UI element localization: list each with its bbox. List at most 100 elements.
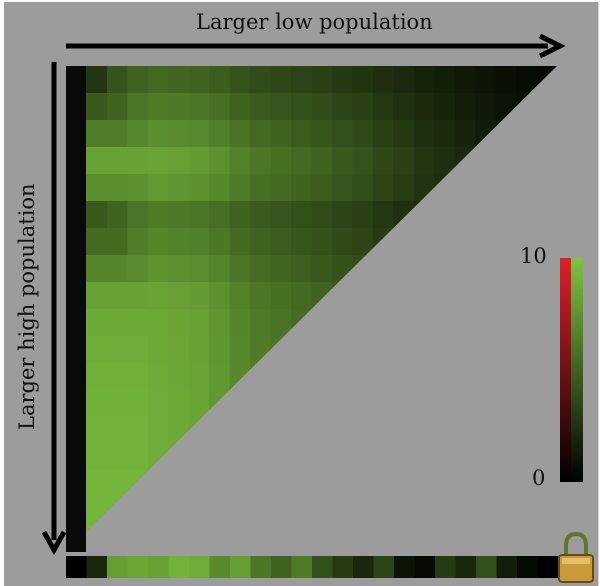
heatmap-cell [454,498,476,526]
heatmap-cell [270,444,292,472]
heatmap-cell [495,363,517,391]
strip-cell [373,556,395,578]
heatmap-triangle [66,66,557,552]
heatmap-cell [393,93,415,121]
heatmap-cell [147,336,169,364]
heatmap-cell [434,336,456,364]
heatmap-cell [291,363,313,391]
heatmap-cell [127,390,149,418]
heatmap-cell [311,228,333,256]
heatmap-cell [86,309,108,337]
heatmap-cell [168,525,190,552]
heatmap-cell [475,444,497,472]
heatmap-cell [270,417,292,445]
heatmap-cell [86,282,108,310]
heatmap-cell [209,66,231,94]
heatmap-cell [127,120,149,148]
heatmap-cell [352,390,374,418]
heatmap-cell [454,174,476,202]
heatmap-cell [270,471,292,499]
heatmap-cell [331,228,354,256]
heatmap-cell [352,147,374,175]
heatmap-cell [311,390,333,418]
heatmap-cell [86,66,108,94]
heatmap-cell [372,498,394,526]
heatmap-cell [372,336,394,364]
heatmap-cell [250,66,272,94]
heatmap-cell [147,417,169,445]
strip-cell [291,556,313,578]
strip-cell [230,556,252,578]
heatmap-cell [86,201,108,229]
heatmap-cell [516,174,538,202]
heatmap-cell [311,525,333,552]
heatmap-cell [311,336,333,364]
heatmap-cell [372,417,394,445]
heatmap-cell [495,255,517,283]
heatmap-cell [188,309,210,337]
heatmap-cell [229,93,251,121]
colorbar [560,258,583,482]
heatmap-cell [270,255,292,283]
heatmap-cell [495,390,517,418]
heatmap-cell [475,336,497,364]
heatmap-cell [536,309,557,337]
heatmap-cell [393,66,415,94]
heatmap-cell [413,363,435,391]
strip-cell [148,556,170,578]
heatmap-cell [393,147,415,175]
heatmap-cell [147,174,169,202]
strip-cell [189,556,211,578]
heatmap-cell [331,201,354,229]
heatmap-cell [536,390,557,418]
heatmap-cell [331,255,354,283]
heatmap-cell [454,390,476,418]
strip-cell [66,556,88,578]
heatmap-cell [127,525,149,552]
heatmap-cell [209,93,231,121]
heatmap-cell [229,309,251,337]
heatmap-cell [229,471,251,499]
heatmap-cell [536,525,557,552]
heatmap-cell [209,417,231,445]
heatmap-cell [454,525,476,552]
heatmap-cell [393,417,415,445]
heatmap-cell [188,417,210,445]
heatmap-cell [291,147,313,175]
y-axis-label: Larger high population [15,183,39,430]
heatmap-cell [147,66,169,94]
heatmap-cell [147,147,169,175]
heatmap-cell [127,363,149,391]
heatmap-cell [250,444,272,472]
heatmap-cell [229,498,251,526]
heatmap-cell [209,201,231,229]
heatmap-cell [209,390,231,418]
heatmap-cell [536,120,557,148]
heatmap-cell [536,282,557,310]
heatmap-cell [516,147,538,175]
heatmap-cell [168,93,190,121]
heatmap-cell [188,201,210,229]
heatmap-cell [188,525,210,552]
heatmap-cell [516,93,538,121]
heatmap-cell [229,363,251,391]
heatmap-cell [352,471,374,499]
heatmap-cell [127,147,149,175]
heatmap-cell [372,282,394,310]
heatmap-cell [454,309,476,337]
heatmap-cell [536,147,557,175]
heatmap-cell [291,471,313,499]
heatmap-cell [270,309,292,337]
heatmap-cell [311,201,333,229]
heatmap-cell [434,228,456,256]
heatmap-cell [106,282,128,310]
heatmap-cell [188,444,210,472]
heatmap-cell [536,417,557,445]
lock-icon[interactable] [558,531,594,583]
heatmap-cell [516,417,538,445]
heatmap-cell [291,228,313,256]
heatmap-cell [536,498,557,526]
x-axis-arrow [66,33,566,59]
heatmap-cell [331,93,354,121]
heatmap-cell [229,228,251,256]
